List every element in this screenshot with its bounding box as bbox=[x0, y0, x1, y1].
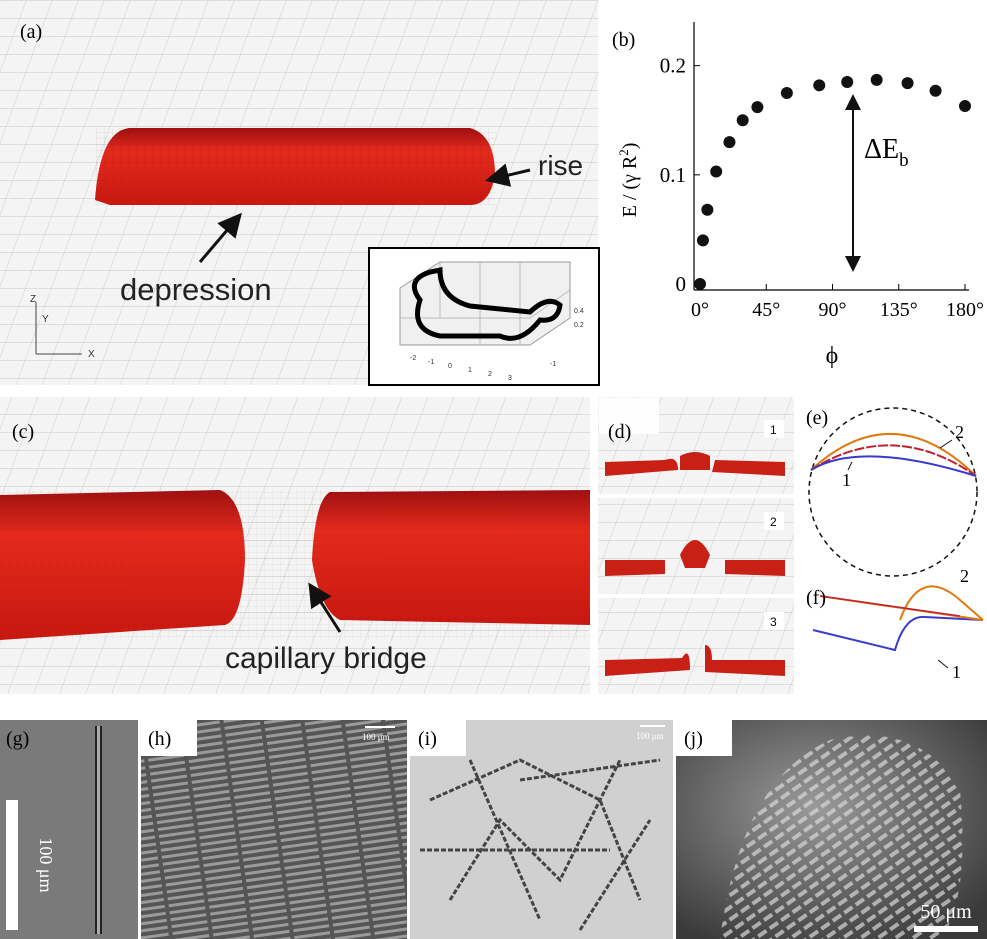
panel-label: (c) bbox=[12, 421, 34, 443]
inset-tick: 2 bbox=[488, 371, 492, 378]
panel-a: rise depression (a) Z Y X -2 -1 0 1 2 3 … bbox=[0, 0, 599, 386]
inset-tick: 1 bbox=[468, 367, 472, 374]
panel-b: (b) E / (γ R2) ϕ ΔEb 0 0.1 0.2 0° 45° 90° 135°… bbox=[612, 22, 984, 369]
inset-tick: -1 bbox=[550, 361, 556, 368]
axis-letter: Y bbox=[42, 314, 49, 325]
x-tick-label: 90° bbox=[819, 299, 847, 321]
panel-c: capillary bridge (c) bbox=[0, 397, 590, 694]
annotation: depression bbox=[120, 272, 272, 307]
panel-i: (i) 100 μm bbox=[410, 720, 673, 939]
axis-letter: X bbox=[88, 349, 95, 360]
curve-label: 2 bbox=[955, 422, 964, 442]
x-tick-label: 0° bbox=[691, 299, 709, 321]
point bbox=[697, 234, 709, 246]
point bbox=[871, 74, 883, 86]
panel-label: (g) bbox=[6, 728, 29, 750]
panel-label: (e) bbox=[806, 407, 828, 429]
y-tick-label: 0.2 bbox=[660, 54, 686, 78]
annotation: rise bbox=[538, 150, 583, 181]
panel-label: (f) bbox=[806, 587, 826, 609]
point bbox=[723, 136, 735, 148]
inset: -2 -1 0 1 2 3 -1 0.4 0.2 bbox=[369, 248, 599, 386]
point bbox=[781, 87, 793, 99]
point bbox=[710, 166, 722, 178]
x-tick-label: 135° bbox=[880, 299, 918, 321]
y-axis-label: E / (γ R2) bbox=[616, 143, 641, 218]
scale-bar-label: 100 μm bbox=[36, 837, 56, 892]
inset-tick: 3 bbox=[508, 375, 512, 382]
curve-label: 1 bbox=[952, 662, 961, 682]
panel-label: (i) bbox=[418, 728, 437, 750]
point bbox=[959, 100, 971, 112]
panel-e: (e) 2 1 bbox=[806, 407, 977, 576]
annotation: capillary bridge bbox=[225, 642, 427, 675]
panel-label: (a) bbox=[20, 21, 42, 43]
point bbox=[930, 85, 942, 97]
x-axis-label: ϕ bbox=[826, 343, 839, 369]
annotation-main: ΔE bbox=[864, 134, 899, 165]
y-tick-label: 0.1 bbox=[660, 163, 686, 187]
panel-d: (d) 1 2 3 bbox=[598, 397, 794, 694]
y-label-part: ) bbox=[619, 143, 641, 150]
panel-f: (f) 2 1 bbox=[806, 566, 983, 682]
annotation: ΔEb bbox=[864, 134, 909, 171]
point bbox=[694, 278, 706, 290]
curve-label: 2 bbox=[960, 566, 969, 586]
inset-tick: 0.2 bbox=[574, 322, 584, 329]
y-tick-label: 0 bbox=[676, 272, 687, 296]
panel-h: (h) 100 μm bbox=[141, 720, 407, 939]
y-label-part: E / (γ R bbox=[619, 155, 641, 217]
point bbox=[751, 101, 763, 113]
panel-j: (j) 50 μm bbox=[676, 720, 987, 939]
scale-bar-label: 100 μm bbox=[636, 731, 664, 741]
x-tick-label: 180° bbox=[946, 299, 984, 321]
point bbox=[737, 114, 749, 126]
frame-number: 1 bbox=[770, 423, 777, 437]
annotation-sub: b bbox=[899, 150, 909, 171]
inset-tick: 0 bbox=[448, 363, 452, 370]
point bbox=[813, 79, 825, 91]
panel-label: (j) bbox=[684, 728, 703, 750]
scale-bar-label: 100 μm bbox=[362, 732, 390, 742]
panel-label: (d) bbox=[608, 421, 631, 443]
panel-label: (b) bbox=[612, 29, 635, 51]
panel-label: (h) bbox=[148, 728, 171, 750]
inset-tick: -1 bbox=[428, 359, 434, 366]
point bbox=[701, 204, 713, 216]
axis-letter: Z bbox=[30, 294, 36, 305]
curve-label: 1 bbox=[842, 470, 851, 490]
figure: rise depression (a) Z Y X -2 -1 0 1 2 3 … bbox=[0, 0, 987, 939]
frame-number: 3 bbox=[770, 615, 777, 629]
inset-tick: 0.4 bbox=[574, 308, 584, 315]
point bbox=[902, 77, 914, 89]
frame-number: 2 bbox=[770, 515, 777, 529]
point bbox=[841, 76, 853, 88]
x-tick-label: 45° bbox=[752, 299, 780, 321]
inset-tick: -2 bbox=[410, 355, 416, 362]
panel-g: 100 μm (g) bbox=[0, 720, 138, 939]
scale-bar-label: 50 μm bbox=[920, 901, 972, 923]
